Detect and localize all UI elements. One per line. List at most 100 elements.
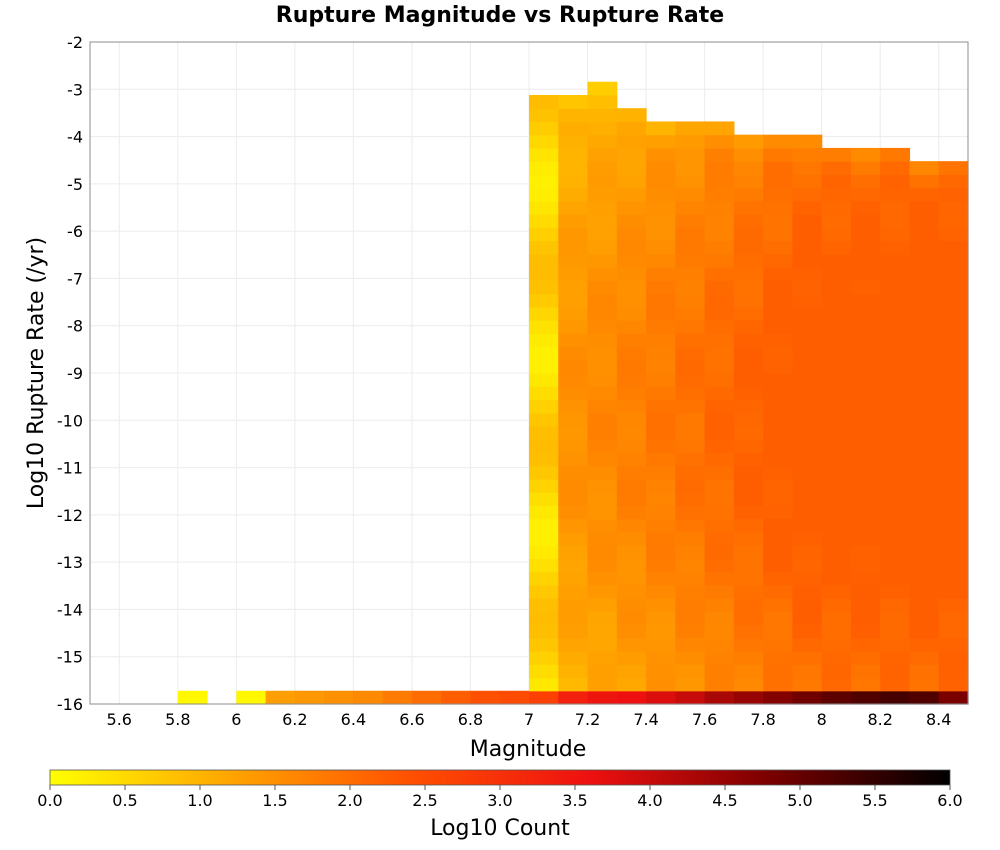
heatmap-cell (646, 412, 676, 427)
x-tick-label: 8 (817, 710, 827, 729)
colorbar-label: Log10 Count (430, 816, 570, 841)
heatmap-cell (616, 306, 647, 321)
heatmap-cell (704, 359, 735, 374)
heatmap-cell (529, 677, 559, 692)
heatmap-cell (675, 637, 706, 652)
heatmap-cell (763, 147, 793, 162)
heatmap-cell (704, 651, 735, 665)
heatmap-cell (704, 373, 735, 387)
heatmap-cell (616, 320, 647, 334)
x-tick-label: 7.8 (750, 710, 775, 729)
heatmap-cell (704, 306, 735, 321)
heatmap-cell (587, 121, 618, 136)
heatmap-cell (587, 187, 618, 202)
heatmap-cell (850, 531, 881, 546)
heatmap-cell (704, 518, 735, 533)
heatmap-cell (616, 227, 647, 242)
heatmap-cell (558, 320, 589, 334)
heatmap-cell (821, 611, 852, 626)
heatmap-cell (646, 253, 676, 268)
heatmap-cell (909, 478, 940, 493)
heatmap-cell (938, 478, 969, 493)
heatmap-cell (792, 478, 823, 493)
heatmap-cell (529, 174, 559, 189)
heatmap-cell (558, 200, 589, 215)
heatmap-cell (675, 505, 706, 520)
colorbar-tick-label: 4.0 (637, 791, 662, 810)
heatmap-cell (821, 214, 852, 228)
heatmap-cell (792, 373, 823, 387)
heatmap-cell (558, 359, 589, 374)
heatmap-cell (529, 558, 559, 573)
heatmap-cell (733, 637, 764, 652)
heatmap-cell (792, 280, 823, 295)
heatmap-cell (821, 518, 852, 533)
heatmap-cell (938, 214, 969, 228)
heatmap-cell (763, 598, 793, 612)
heatmap-cell (675, 306, 706, 321)
heatmap-cell (850, 240, 881, 255)
heatmap-cell (733, 227, 764, 242)
heatmap-cell (646, 134, 676, 149)
heatmap-cell (763, 240, 793, 255)
heatmap-cell (558, 637, 589, 652)
heatmap-cell (850, 611, 881, 626)
heatmap-cell (792, 531, 823, 546)
plot-frame (89, 41, 969, 705)
heatmap-cell (529, 214, 559, 228)
heatmap-cell (763, 306, 793, 321)
colorbar-tick-label: 1.5 (262, 791, 287, 810)
heatmap-cell (850, 465, 881, 480)
heatmap-cell (821, 690, 852, 705)
heatmap-cell (733, 651, 764, 665)
heatmap-cell (675, 584, 706, 599)
heatmap-cell (733, 677, 764, 692)
y-tick-label: -14 (57, 600, 83, 619)
heatmap-cell (938, 425, 969, 440)
heatmap-cell (763, 425, 793, 440)
heatmap-cell (616, 147, 647, 162)
heatmap-cell (646, 161, 676, 175)
heatmap-cell (733, 373, 764, 387)
heatmap-cell (558, 412, 589, 427)
heatmap-cell (675, 174, 706, 189)
heatmap-cell (909, 690, 940, 705)
heatmap-cell (646, 690, 676, 705)
heatmap-cell (529, 359, 559, 374)
heatmap-cell (880, 386, 911, 401)
x-tick-label: 6.4 (341, 710, 366, 729)
heatmap-cell (938, 240, 969, 255)
heatmap-cell (850, 677, 881, 692)
heatmap-cell (646, 147, 676, 162)
heatmap-cell (763, 253, 793, 268)
heatmap-cell (704, 677, 735, 692)
heatmap-cell (792, 545, 823, 559)
y-tick-label: -10 (57, 411, 83, 430)
heatmap-cell (616, 386, 647, 401)
heatmap-cell (733, 584, 764, 599)
heatmap-cell (558, 227, 589, 242)
heatmap-cell (646, 651, 676, 665)
heatmap-cell (529, 571, 559, 586)
heatmap-cell (763, 293, 793, 308)
heatmap-cell (558, 161, 589, 175)
heatmap-cell (733, 306, 764, 321)
heatmap-cell (821, 452, 852, 467)
heatmap-cell (763, 677, 793, 692)
heatmap-cell (733, 571, 764, 586)
heatmap-cell (763, 558, 793, 573)
heatmap-cell (733, 359, 764, 374)
heatmap-cell (821, 558, 852, 573)
heatmap-cell (529, 147, 559, 162)
heatmap-cell (382, 690, 413, 705)
heatmap-cell (850, 346, 881, 361)
heatmap-cell (763, 478, 793, 493)
heatmap-cell (529, 465, 559, 480)
chart-title: Rupture Magnitude vs Rupture Rate (276, 3, 724, 28)
heatmap-cell (558, 465, 589, 480)
heatmap-cell (675, 293, 706, 308)
heatmap-cell (792, 333, 823, 348)
heatmap-cell (529, 280, 559, 295)
heatmap-cell (558, 214, 589, 228)
